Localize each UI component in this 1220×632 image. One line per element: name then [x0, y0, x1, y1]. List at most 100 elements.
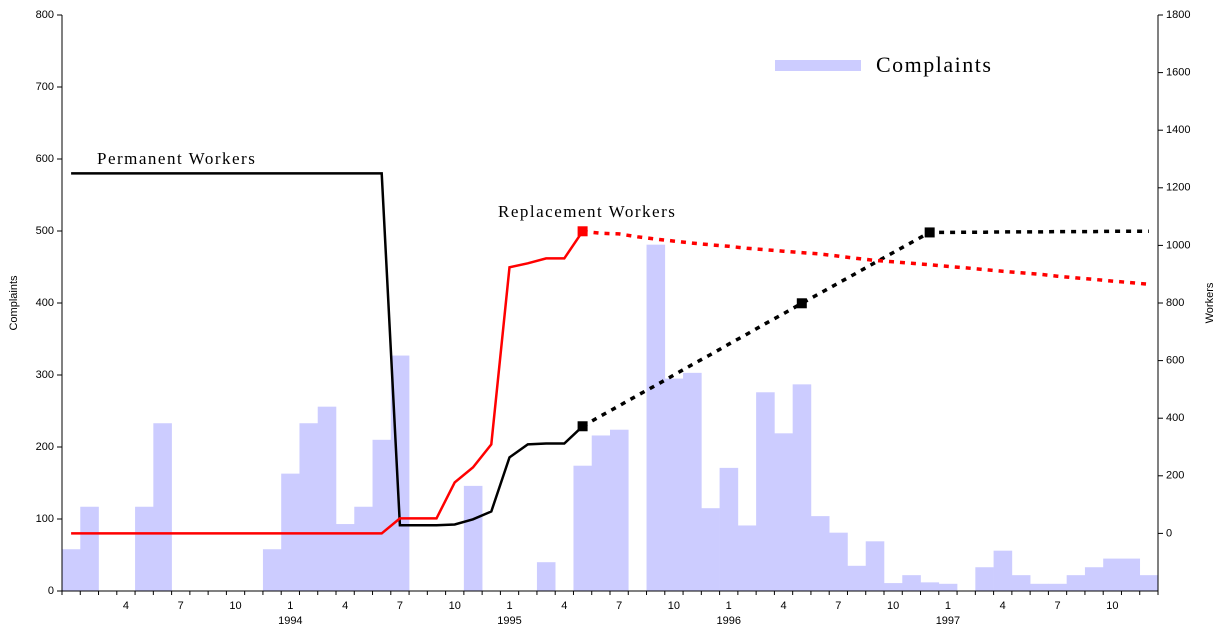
bar	[1103, 558, 1122, 591]
x-tick-label: 1	[945, 600, 951, 612]
x-tick-label: 7	[178, 600, 184, 612]
x-tick-label: 10	[668, 600, 680, 612]
y2-tick-label: 1000	[1166, 239, 1190, 251]
bar	[865, 541, 885, 591]
legend-swatch	[775, 60, 861, 71]
bar	[1030, 583, 1049, 591]
y-tick-label: 200	[36, 441, 54, 453]
bar	[664, 378, 684, 591]
x-tick-label: 1	[287, 600, 293, 612]
bar	[1121, 558, 1141, 591]
bar	[536, 562, 556, 591]
y-tick-label: 800	[36, 9, 54, 21]
legend-label: Complaints	[876, 52, 992, 77]
bar	[262, 549, 282, 591]
x-tick-label: 4	[1000, 600, 1006, 612]
y-tick-label: 100	[36, 513, 54, 525]
bar	[920, 582, 940, 591]
bar	[573, 465, 593, 591]
bar	[463, 485, 483, 591]
bar	[810, 516, 830, 591]
x-tick-label: 7	[616, 600, 622, 612]
bar	[847, 565, 867, 591]
projected-line	[582, 229, 1150, 287]
y2-tick-label: 400	[1166, 412, 1184, 424]
x-tick-label: 10	[887, 600, 899, 612]
bar	[774, 433, 793, 591]
y-tick-label: 400	[36, 297, 54, 309]
marker	[577, 421, 588, 432]
y2-tick-label: 1200	[1166, 182, 1190, 194]
x-tick-label: 7	[1054, 600, 1060, 612]
bar	[1139, 575, 1159, 591]
bar	[993, 550, 1013, 591]
marker	[577, 226, 588, 237]
x-year-label: 1996	[716, 615, 740, 627]
y2-tick-label: 600	[1166, 355, 1184, 367]
bar	[902, 575, 921, 591]
y2-axis-title: Workers	[1204, 282, 1216, 323]
marker	[796, 298, 807, 309]
bar	[792, 384, 812, 591]
x-tick-label: 10	[449, 600, 461, 612]
bar	[591, 435, 611, 591]
bar	[646, 244, 666, 591]
x-tick-label: 1	[726, 600, 732, 612]
bar	[975, 567, 994, 591]
bar	[701, 508, 720, 591]
y2-tick-label: 200	[1166, 470, 1184, 482]
x-tick-label: 4	[780, 600, 786, 612]
bar	[317, 406, 337, 591]
x-tick-label: 4	[342, 600, 348, 612]
x-year-label: 1994	[278, 615, 302, 627]
bar	[1084, 567, 1104, 591]
y-axis-title: Complaints	[8, 275, 20, 331]
bar	[354, 506, 373, 591]
x-tick-label: 4	[561, 600, 567, 612]
line	[71, 172, 584, 527]
bar	[829, 532, 848, 591]
bar	[737, 525, 757, 591]
y-tick-label: 600	[36, 153, 54, 165]
x-tick-label: 7	[835, 600, 841, 612]
bar	[1011, 575, 1031, 591]
y-tick-label: 300	[36, 369, 54, 381]
x-tick-label: 10	[1106, 600, 1118, 612]
y-tick-label: 700	[36, 81, 54, 93]
x-year-label: 1995	[497, 615, 521, 627]
x-tick-label: 7	[397, 600, 403, 612]
bar	[756, 392, 775, 591]
bar	[135, 506, 154, 591]
series-annotation: Replacement Workers	[498, 202, 676, 221]
series-annotation: Permanent Workers	[97, 149, 256, 168]
bar	[153, 423, 172, 591]
bar	[938, 583, 958, 591]
bar	[390, 355, 410, 591]
y2-tick-label: 800	[1166, 297, 1184, 309]
y2-tick-label: 0	[1166, 527, 1172, 539]
y2-tick-label: 1600	[1166, 67, 1190, 79]
x-tick-label: 10	[229, 600, 241, 612]
x-tick-label: 1	[506, 600, 512, 612]
y2-tick-label: 1800	[1166, 9, 1190, 21]
bar	[80, 506, 99, 591]
bar	[719, 467, 739, 591]
y-tick-label: 500	[36, 225, 54, 237]
x-year-label: 1997	[936, 615, 960, 627]
x-tick-label: 4	[123, 600, 129, 612]
bar	[610, 429, 629, 591]
bar	[299, 423, 319, 591]
line	[71, 230, 584, 535]
bar	[884, 583, 903, 591]
y-tick-label: 0	[48, 585, 54, 597]
bar	[372, 439, 392, 591]
bar	[336, 524, 355, 591]
bar	[683, 372, 702, 591]
y2-tick-label: 1400	[1166, 124, 1190, 136]
marker	[924, 227, 935, 238]
bar	[1066, 575, 1086, 591]
bar	[1048, 583, 1067, 591]
bar	[62, 549, 81, 591]
